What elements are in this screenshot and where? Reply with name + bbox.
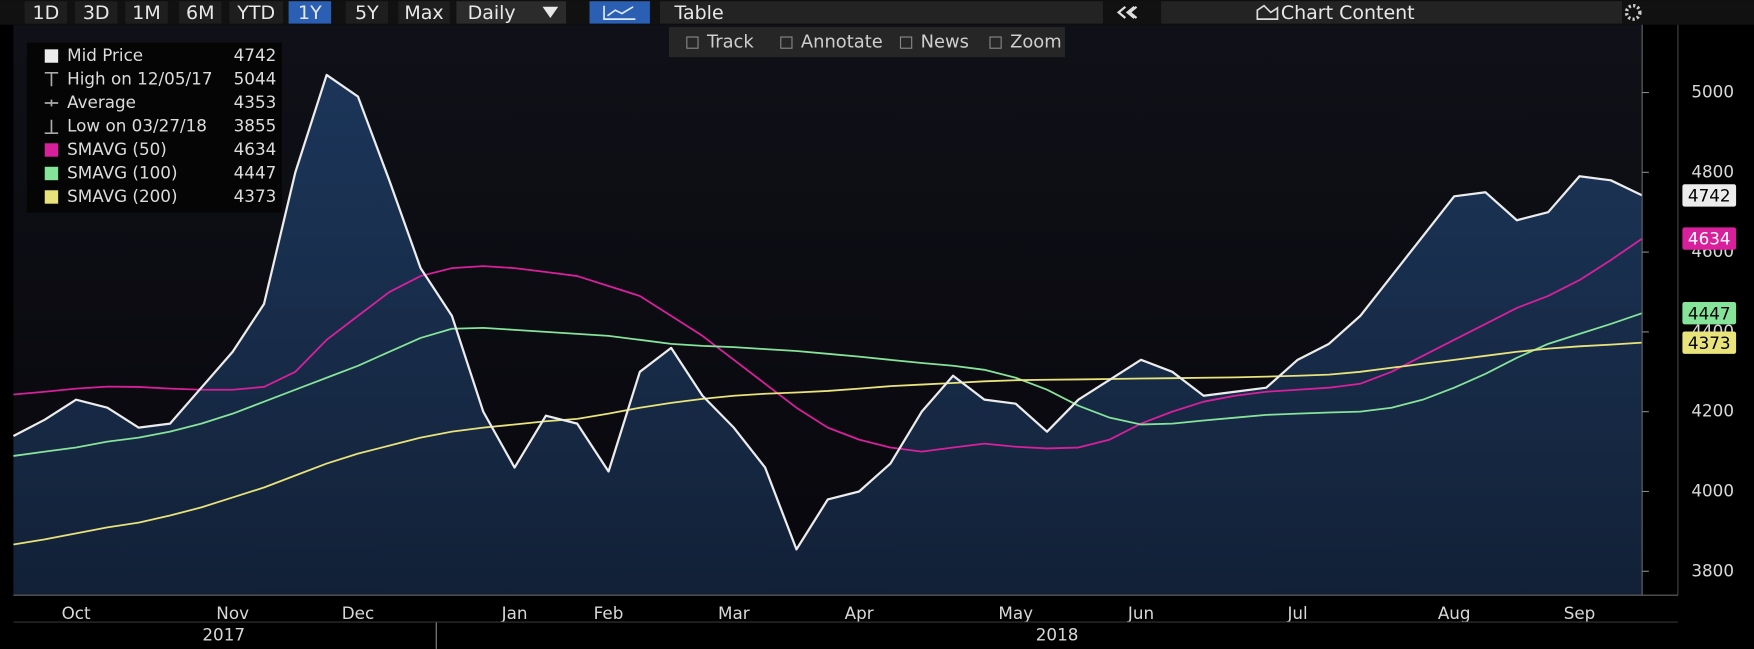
sma-line [13,312,1643,457]
last-value-tag [1682,301,1737,325]
tool-icon [780,36,793,49]
legend-label: Low on 03/27/18 [67,116,207,136]
x-tick-label: Jul [1286,603,1307,623]
legend-value: 3855 [234,116,277,136]
range-button[interactable] [229,1,284,24]
range-label: Max [404,2,443,24]
legend-icon [44,119,59,135]
legend: Mid Price 4742 High on 12/05/17 5044 Average… [26,42,282,213]
legend-value: 4634 [234,139,277,159]
price-area [13,74,1643,596]
range-button[interactable] [178,1,222,24]
content-icon [1256,4,1279,20]
chart-content-button[interactable] [1161,1,1623,24]
legend-value: 5044 [234,69,277,89]
last-value-label: 4447 [1688,303,1731,323]
chart-content-label: Chart Content [1281,2,1415,24]
y-tick-label: 3800 [1691,560,1734,580]
tool-label[interactable]: Track [706,32,754,53]
y-tick-label: 5000 [1691,82,1734,102]
last-value-tag [1682,184,1737,207]
collapse-icon[interactable] [1116,5,1138,19]
range-button[interactable] [125,1,168,24]
range-button[interactable] [398,1,450,24]
legend-label: Mid Price [67,45,143,65]
x-tick-label: Dec [342,603,374,623]
legend-swatch [44,166,59,181]
table-label: Table [674,2,724,24]
x-tick-label: Mar [718,603,750,623]
year-label: 2018 [1036,624,1079,644]
range-button[interactable] [345,1,389,24]
legend-label: High on 12/05/17 [67,69,212,89]
x-tick-label: Jan [501,603,528,623]
legend-box [26,42,282,213]
chart-icon [603,5,636,20]
range-label: 3D [83,2,110,24]
x-tick-label: Sep [1564,603,1596,623]
range-label: 1Y [298,2,322,24]
x-tick-label: Apr [845,603,874,623]
y-tick-label: 4200 [1691,401,1734,421]
tool-icon [989,36,1002,49]
sma-line [13,237,1643,453]
sma-line [13,341,1643,546]
legend-label: Average [67,92,136,112]
range-label: 1M [132,2,160,24]
range-button[interactable] [74,1,118,24]
legend-value: 4353 [234,92,277,112]
price-line [12,73,1643,551]
tool-label[interactable]: News [921,32,969,53]
legend-swatch [44,190,59,204]
tool-label[interactable]: Zoom [1010,32,1062,53]
legend-label: SMAVG (100) [67,162,177,182]
range-label: 6M [186,2,214,24]
legend-label: SMAVG (200) [67,186,177,206]
legend-swatch [44,143,59,157]
range-label: YTD [236,2,275,24]
range-label: 5Y [355,2,379,24]
tools-bar [668,26,1065,58]
legend-swatch [44,49,59,63]
x-tick-label: Feb [594,603,624,623]
last-value-tag [1682,331,1737,354]
range-button[interactable] [288,1,332,24]
y-tick-label: 4800 [1691,161,1734,181]
range-button[interactable] [24,1,68,24]
y-tick-label: 4000 [1691,480,1734,500]
x-tick-label: Jun [1127,603,1154,623]
dropdown-arrow [542,6,559,18]
frequency-label: Daily [468,2,516,24]
x-tick-label: Oct [62,603,91,623]
last-value-label: 4634 [1688,229,1731,249]
last-value-label: 4742 [1688,186,1731,206]
x-tick-label: May [998,603,1033,623]
settings-icon[interactable] [1624,4,1642,21]
x-tick-label: Nov [216,603,249,623]
range-label: 1D [33,2,60,24]
year-label: 2017 [202,624,245,644]
legend-icon [44,71,59,87]
tool-icon [899,36,913,49]
last-value-tag [1682,227,1737,250]
x-tick-label: Aug [1438,603,1471,623]
legend-value: 4742 [234,45,277,65]
tool-label[interactable]: Annotate [801,32,883,53]
frequency-button[interactable] [456,1,567,24]
legend-icon [44,99,59,107]
table-button[interactable] [659,1,1103,24]
legend-value: 4373 [234,186,277,206]
tool-icon [686,36,699,49]
legend-value: 4447 [234,162,277,182]
last-value-label: 4373 [1688,333,1731,353]
legend-label: SMAVG (50) [67,139,167,159]
